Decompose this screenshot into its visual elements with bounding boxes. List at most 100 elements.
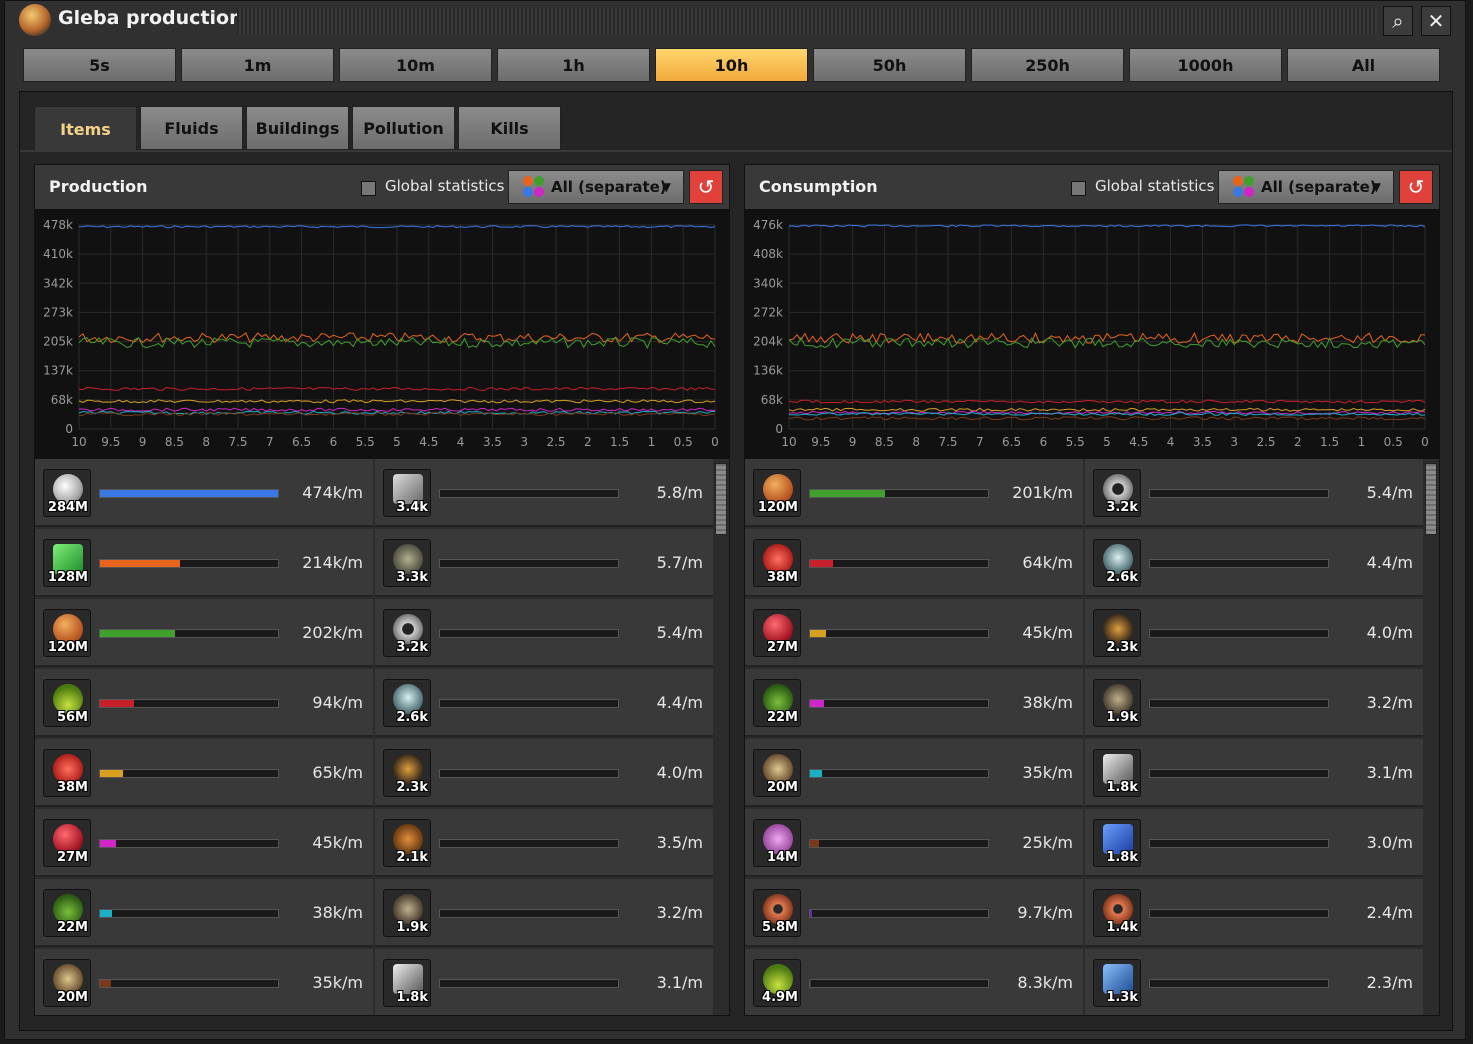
item-entry[interactable]: 5.8M 9.7k/m xyxy=(745,879,1083,947)
item-slot[interactable]: 2.6k xyxy=(383,679,431,727)
item-entry[interactable]: 20M 35k/m xyxy=(745,739,1083,807)
item-slot[interactable]: 3.3k xyxy=(383,539,431,587)
consumption-list[interactable]: 120M 201k/m 3.2k 5.4/m 38M 64k/m 2.6k 4.4/m 27M 4… xyxy=(745,459,1439,1015)
time-button-1000h[interactable]: 1000h xyxy=(1129,48,1282,82)
time-button-250h[interactable]: 250h xyxy=(971,48,1124,82)
tab-fluids[interactable]: Fluids xyxy=(140,106,243,150)
item-entry[interactable]: 3.2k 5.4/m xyxy=(375,599,713,667)
title-bar[interactable]: Gleba production ⌕ ✕ xyxy=(5,1,1465,41)
item-rate: 25k/m xyxy=(1022,833,1073,852)
item-entry[interactable]: 128M 214k/m xyxy=(35,529,373,597)
item-slot[interactable]: 56M xyxy=(43,679,91,727)
item-entry[interactable]: 4.9M 8.3k/m xyxy=(745,949,1083,1015)
item-entry[interactable]: 2.3k 4.0/m xyxy=(375,739,713,807)
item-slot[interactable]: 1.3k xyxy=(1093,959,1141,1007)
item-slot[interactable]: 3.4k xyxy=(383,469,431,517)
tab-buildings[interactable]: Buildings xyxy=(246,106,349,150)
item-slot[interactable]: 1.4k xyxy=(1093,889,1141,937)
item-entry[interactable]: 3.4k 5.8/m xyxy=(375,459,713,527)
reset-button[interactable]: ↺ xyxy=(1399,170,1433,204)
item-entry[interactable]: 1.8k 3.0/m xyxy=(1085,809,1423,877)
scrollbar[interactable] xyxy=(1425,463,1437,535)
scrollbar[interactable] xyxy=(715,463,727,535)
time-button-1m[interactable]: 1m xyxy=(181,48,334,82)
item-slot[interactable]: 1.8k xyxy=(1093,749,1141,797)
item-slot[interactable]: 3.2k xyxy=(1093,469,1141,517)
item-slot[interactable]: 4.9M xyxy=(753,959,801,1007)
item-slot[interactable]: 38M xyxy=(43,749,91,797)
x-tick-label: 1 xyxy=(648,435,656,449)
item-entry[interactable]: 3.3k 5.7/m xyxy=(375,529,713,597)
reset-button[interactable]: ↺ xyxy=(689,170,723,204)
item-slot[interactable]: 2.1k xyxy=(383,819,431,867)
item-entry[interactable]: 20M 35k/m xyxy=(35,949,373,1015)
drag-handle[interactable] xyxy=(237,8,1377,34)
item-entry[interactable]: 38M 64k/m xyxy=(745,529,1083,597)
time-button-10m[interactable]: 10m xyxy=(339,48,492,82)
item-entry[interactable]: 2.3k 4.0/m xyxy=(1085,599,1423,667)
item-slot[interactable]: 2.3k xyxy=(1093,609,1141,657)
item-entry[interactable]: 2.1k 3.5/m xyxy=(375,809,713,877)
item-slot[interactable]: 20M xyxy=(753,749,801,797)
item-count: 2.6k xyxy=(396,710,428,725)
global-statistics-checkbox[interactable] xyxy=(361,181,376,196)
item-entry[interactable]: 1.3k 2.3/m xyxy=(1085,949,1423,1015)
item-slot[interactable]: 22M xyxy=(43,889,91,937)
item-slot[interactable]: 3.2k xyxy=(383,609,431,657)
item-entry[interactable]: 27M 45k/m xyxy=(35,809,373,877)
item-entry[interactable]: 14M 25k/m xyxy=(745,809,1083,877)
global-statistics-checkbox[interactable] xyxy=(1071,181,1086,196)
item-slot[interactable]: 120M xyxy=(43,609,91,657)
item-slot[interactable]: 128M xyxy=(43,539,91,587)
item-entry[interactable]: 38M 65k/m xyxy=(35,739,373,807)
time-button-10h[interactable]: 10h xyxy=(655,48,808,82)
item-entry[interactable]: 120M 202k/m xyxy=(35,599,373,667)
item-slot[interactable]: 27M xyxy=(753,609,801,657)
time-button-all[interactable]: All xyxy=(1287,48,1440,82)
time-button-5s[interactable]: 5s xyxy=(23,48,176,82)
tab-kills[interactable]: Kills xyxy=(458,106,561,150)
time-button-50h[interactable]: 50h xyxy=(813,48,966,82)
close-icon[interactable]: ✕ xyxy=(1421,6,1451,36)
item-slot[interactable]: 38M xyxy=(753,539,801,587)
item-slot[interactable]: 1.9k xyxy=(383,889,431,937)
item-slot[interactable]: 20M xyxy=(43,959,91,1007)
item-slot[interactable]: 1.8k xyxy=(1093,819,1141,867)
item-count: 27M xyxy=(56,850,88,865)
item-entry[interactable]: 3.2k 5.4/m xyxy=(1085,459,1423,527)
item-rate: 3.2/m xyxy=(1366,693,1413,712)
item-slot[interactable]: 27M xyxy=(43,819,91,867)
item-slot[interactable]: 5.8M xyxy=(753,889,801,937)
tab-items[interactable]: Items xyxy=(34,106,137,152)
item-entry[interactable]: 2.6k 4.4/m xyxy=(1085,529,1423,597)
item-entry[interactable]: 22M 38k/m xyxy=(745,669,1083,737)
item-slot[interactable]: 22M xyxy=(753,679,801,727)
tab-pollution[interactable]: Pollution xyxy=(352,106,455,150)
item-entry[interactable]: 56M 94k/m xyxy=(35,669,373,737)
search-icon[interactable]: ⌕ xyxy=(1383,6,1413,36)
item-slot[interactable]: 1.8k xyxy=(383,959,431,1007)
item-slot[interactable]: 120M xyxy=(753,469,801,517)
item-entry[interactable]: 22M 38k/m xyxy=(35,879,373,947)
item-count: 3.2k xyxy=(396,640,428,655)
item-slot[interactable]: 1.9k xyxy=(1093,679,1141,727)
item-entry[interactable]: 2.6k 4.4/m xyxy=(375,669,713,737)
item-entry[interactable]: 120M 201k/m xyxy=(745,459,1083,527)
item-slot[interactable]: 2.6k xyxy=(1093,539,1141,587)
item-entry[interactable]: 1.8k 3.1/m xyxy=(1085,739,1423,807)
item-slot[interactable]: 14M xyxy=(753,819,801,867)
production-list[interactable]: 284M 474k/m 3.4k 5.8/m 128M 214k/m 3.3k 5.7/m 12… xyxy=(35,459,729,1015)
time-button-1h[interactable]: 1h xyxy=(497,48,650,82)
item-slot[interactable]: 284M xyxy=(43,469,91,517)
item-entry[interactable]: 284M 474k/m xyxy=(35,459,373,527)
item-entry[interactable]: 1.8k 3.1/m xyxy=(375,949,713,1015)
item-slot[interactable]: 2.3k xyxy=(383,749,431,797)
item-entry[interactable]: 27M 45k/m xyxy=(745,599,1083,667)
item-filter-dropdown[interactable]: All (separate) ▼ xyxy=(508,170,684,204)
item-entry[interactable]: 1.9k 3.2/m xyxy=(375,879,713,947)
rate-bar xyxy=(809,769,989,778)
y-tick-label: 0 xyxy=(775,422,783,436)
item-entry[interactable]: 1.9k 3.2/m xyxy=(1085,669,1423,737)
item-filter-dropdown[interactable]: All (separate) ▼ xyxy=(1218,170,1394,204)
item-entry[interactable]: 1.4k 2.4/m xyxy=(1085,879,1423,947)
